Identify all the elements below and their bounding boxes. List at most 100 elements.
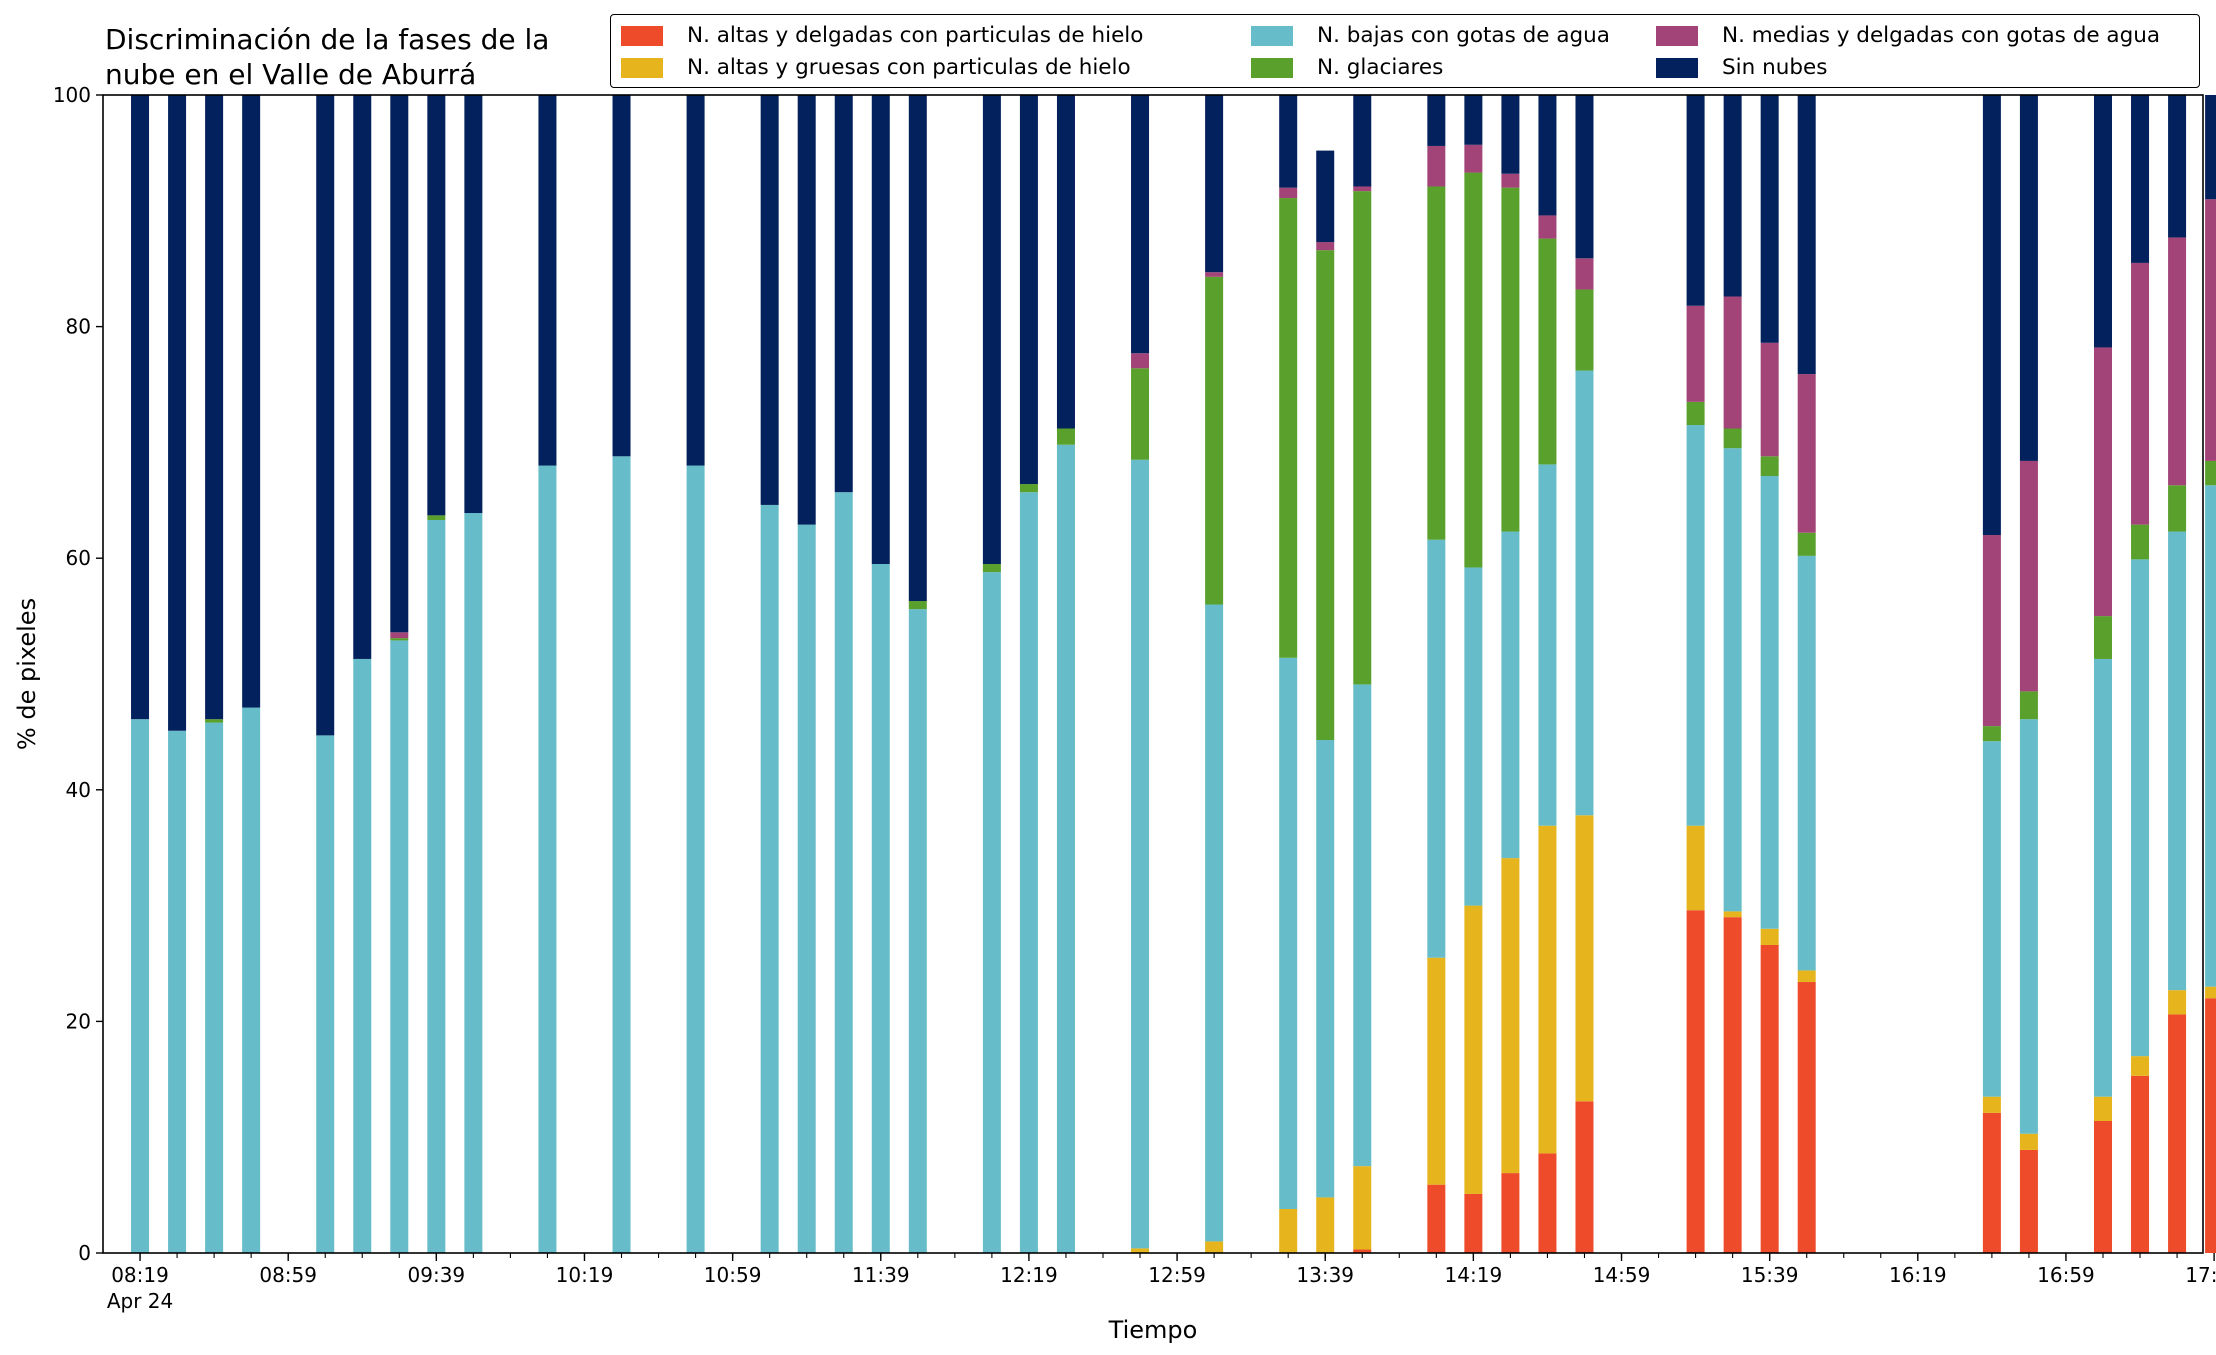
bar-segment-1449-s4 <box>1575 258 1594 290</box>
bar-segment-1119-s5 <box>797 95 816 525</box>
bar-segment-1529-s0 <box>1723 917 1742 1253</box>
bar-segment-1639-s0 <box>1982 1112 2001 1253</box>
y-tick-label: 20 <box>66 1009 91 1033</box>
bar-segment-1429-s1 <box>1501 858 1520 1174</box>
bar-segment-1529-s4 <box>1723 296 1742 429</box>
bar-segment-1309-s1 <box>1205 1241 1224 1253</box>
bar-segment-1709-s2 <box>2094 658 2112 1097</box>
bar-segment-1709-s3 <box>2094 616 2112 659</box>
bar-segment-1129-s5 <box>834 95 853 493</box>
bar-segment-1249-s3 <box>1131 368 1150 460</box>
bar-segment-1009-s2 <box>538 465 557 1253</box>
bar-segment-1709-s5 <box>2094 95 2112 348</box>
bar-segment-1549-s0 <box>1797 982 1816 1253</box>
x-tick-label: 16:59 <box>2037 1263 2095 1287</box>
bar-segment-1439-s1 <box>1538 825 1557 1154</box>
bar-segment-1339-s4 <box>1316 242 1335 251</box>
bar-segment-1149-s2 <box>908 609 927 1253</box>
bar-segment-1449-s2 <box>1575 370 1594 816</box>
bar-segment-1109-s2 <box>760 504 779 1253</box>
bar-segment-1439-s4 <box>1538 215 1557 239</box>
x-tick-label: 14:59 <box>1593 1263 1651 1287</box>
bar-segment-1339-s3 <box>1316 250 1335 741</box>
plot-frame <box>102 94 2204 1254</box>
bar-segment-1429-s4 <box>1501 173 1520 188</box>
bar-segment-1649-s1 <box>2019 1133 2038 1150</box>
bar-segment-1419-s0 <box>1464 1193 1483 1253</box>
bar-segment-1529-s2 <box>1723 448 1742 912</box>
bar-segment-1739-s2 <box>2205 485 2216 987</box>
bar-segment-1219-s5 <box>1019 95 1038 485</box>
bar-segment-1549-s5 <box>1797 95 1816 375</box>
bar-segment-0929-s5 <box>390 95 409 633</box>
bar-segment-1709-s1 <box>2094 1096 2112 1121</box>
bar-segment-0819-s5 <box>131 95 150 720</box>
bar-segment-1149-s5 <box>908 95 927 602</box>
bar-segment-1339-s1 <box>1316 1197 1335 1253</box>
y-tick-label: 60 <box>66 546 91 570</box>
bar-segment-1329-s4 <box>1279 187 1298 199</box>
bar-segment-1129-s2 <box>834 492 853 1254</box>
bar-segment-1309-s3 <box>1205 276 1224 605</box>
legend-entry: N. glaciares <box>1251 55 1443 80</box>
bar-segment-0949-s5 <box>464 95 483 514</box>
bar-segment-0919-s5 <box>353 95 372 659</box>
bar-segment-1409-s1 <box>1427 957 1446 1185</box>
bar-segment-1029-s2 <box>612 456 631 1253</box>
legend-label: N. altas y delgadas con particulas de hi… <box>687 23 1144 48</box>
bar-segment-1549-s1 <box>1797 970 1816 983</box>
x-tick-label: 10:19 <box>556 1263 614 1287</box>
bar-segment-1409-s3 <box>1427 186 1446 540</box>
bar-segment-1639-s2 <box>1982 741 2001 1097</box>
bar-segment-1349-s0 <box>1353 1249 1372 1253</box>
bar-segment-1549-s4 <box>1797 374 1816 533</box>
bar-segment-1229-s5 <box>1056 95 1075 429</box>
x-tick-label: 12:19 <box>1000 1263 1058 1287</box>
bar-segment-1739-s5 <box>2205 95 2216 200</box>
bar-segment-1649-s0 <box>2019 1149 2038 1253</box>
chart-title: Discriminación de la fases de la nube en… <box>105 23 550 91</box>
bar-segment-1419-s4 <box>1464 144 1483 173</box>
x-tick-label: 08:59 <box>259 1263 317 1287</box>
legend-swatch <box>1656 25 1698 46</box>
legend-swatch <box>1251 25 1293 46</box>
bar-segment-1439-s2 <box>1538 464 1557 826</box>
bar-segment-1709-s0 <box>2094 1120 2112 1253</box>
bar-segment-0909-s2 <box>316 735 335 1253</box>
legend-swatch <box>621 57 663 78</box>
bar-segment-1739-s3 <box>2205 460 2216 486</box>
bar-segment-0849-s5 <box>242 95 261 708</box>
x-tick-label: 16:19 <box>1889 1263 1947 1287</box>
bar-segment-1539-s0 <box>1760 944 1779 1253</box>
bar-segment-1529-s1 <box>1723 911 1742 918</box>
bar-segment-1719-s1 <box>2131 1056 2150 1076</box>
bar-segment-1449-s3 <box>1575 289 1594 371</box>
y-tick-label: 100 <box>53 83 91 107</box>
bar-segment-1719-s4 <box>2131 262 2150 525</box>
bar-segment-1349-s5 <box>1353 95 1372 187</box>
x-tick-label: 17:39 <box>2185 1263 2216 1287</box>
bar-segment-1209-s2 <box>982 572 1001 1253</box>
bar-segment-1639-s5 <box>1982 95 2001 536</box>
bar-segment-1139-s5 <box>871 95 890 564</box>
bar-segment-1329-s3 <box>1279 198 1298 658</box>
bar-segment-1229-s2 <box>1056 444 1075 1253</box>
legend-label: N. altas y gruesas con particulas de hie… <box>687 55 1131 80</box>
legend-label: N. medias y delgadas con gotas de agua <box>1722 23 2161 48</box>
bar-segment-1529-s3 <box>1723 428 1742 449</box>
bar-segment-1719-s3 <box>2131 524 2150 560</box>
bar-segment-1349-s4 <box>1353 186 1372 192</box>
bar-segment-1309-s2 <box>1205 604 1224 1242</box>
bar-segment-1349-s1 <box>1353 1166 1372 1250</box>
bar-segment-1639-s1 <box>1982 1096 2001 1113</box>
bar-segment-1729-s1 <box>2168 990 2187 1015</box>
bar-segment-1349-s2 <box>1353 684 1372 1167</box>
x-tick-date-label: Apr 24 <box>107 1289 173 1313</box>
bar-segment-1329-s5 <box>1279 95 1298 188</box>
bar-segment-1209-s5 <box>982 95 1001 564</box>
bar-segment-1719-s0 <box>2131 1075 2150 1253</box>
bar-segment-1519-s5 <box>1686 95 1705 306</box>
bar-segment-1539-s1 <box>1760 928 1779 945</box>
bar-segment-1429-s3 <box>1501 187 1520 532</box>
bar-segment-1219-s2 <box>1019 492 1038 1254</box>
